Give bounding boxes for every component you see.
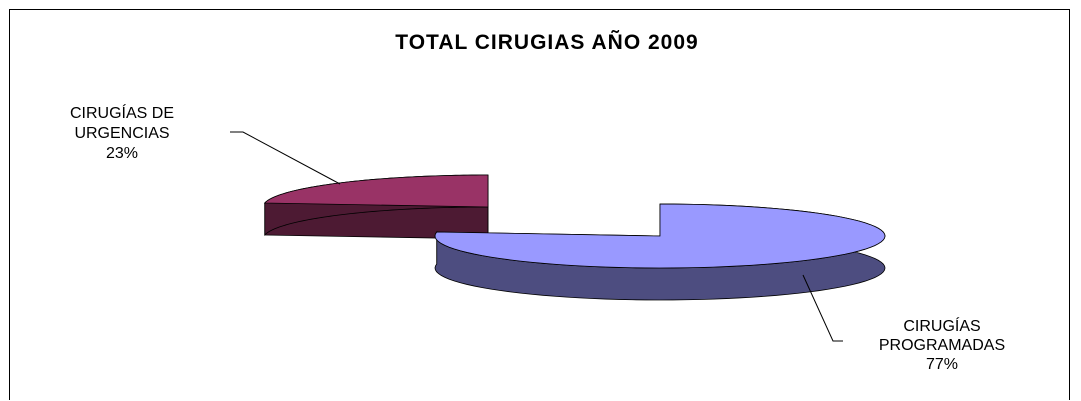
slice-label-programadas-line2: PROGRAMADAS [879,337,1005,354]
slice-percent-urgencias: 23% [106,145,138,162]
slice-top-urgencias [263,174,489,208]
slice-label-urgencias-line1: CIRUGÍAS DE [70,103,174,122]
slice-percent-programadas: 77% [926,356,958,373]
pie-slice-programadas [434,203,886,301]
slices-layer [263,174,886,301]
slice-label-urgencias-line2: URGENCIAS [74,125,169,142]
leader-line-programadas [802,274,843,342]
slice-top-programadas [434,203,886,269]
chart-title: TOTAL CIRUGIAS AÑO 2009 [395,31,698,54]
chart-frame [9,9,1070,400]
pie-slice-urgencias [263,174,489,240]
slice-label-programadas-line1: CIRUGÍAS [903,316,980,335]
leader-line-urgencias [230,131,341,185]
